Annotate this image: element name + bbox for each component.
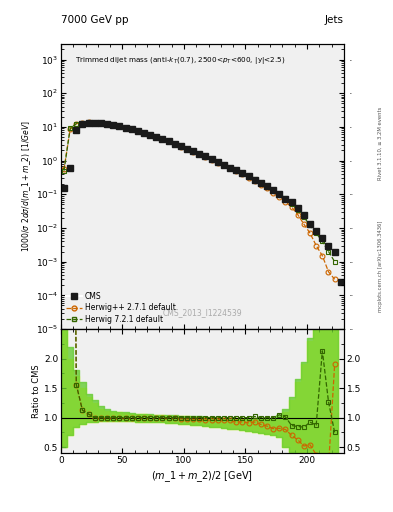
Text: Jets: Jets bbox=[325, 14, 344, 25]
Text: mcplots.cern.ch [arXiv:1306.3436]: mcplots.cern.ch [arXiv:1306.3436] bbox=[378, 221, 383, 312]
Text: 7000 GeV pp: 7000 GeV pp bbox=[61, 14, 129, 25]
Y-axis label: Ratio to CMS: Ratio to CMS bbox=[32, 364, 41, 418]
X-axis label: $(m\_1 + m\_2) / 2$ [GeV]: $(m\_1 + m\_2) / 2$ [GeV] bbox=[151, 469, 253, 484]
Y-axis label: $1000/\sigma\ 2d\sigma/d(m\_1 + m\_2)\ [1/GeV]$: $1000/\sigma\ 2d\sigma/d(m\_1 + m\_2)\ [… bbox=[20, 120, 33, 252]
Text: CMS_2013_I1224539: CMS_2013_I1224539 bbox=[163, 309, 242, 317]
Legend: CMS, Herwig++ 2.7.1 default, Herwig 7.2.1 default: CMS, Herwig++ 2.7.1 default, Herwig 7.2.… bbox=[65, 290, 177, 325]
Text: Rivet 3.1.10, ≥ 3.2M events: Rivet 3.1.10, ≥ 3.2M events bbox=[378, 106, 383, 180]
Text: Trimmed dijet mass (anti-$k_{T}$(0.7), 2500<$p_{T}$<600, |y|<2.5): Trimmed dijet mass (anti-$k_{T}$(0.7), 2… bbox=[75, 55, 285, 66]
